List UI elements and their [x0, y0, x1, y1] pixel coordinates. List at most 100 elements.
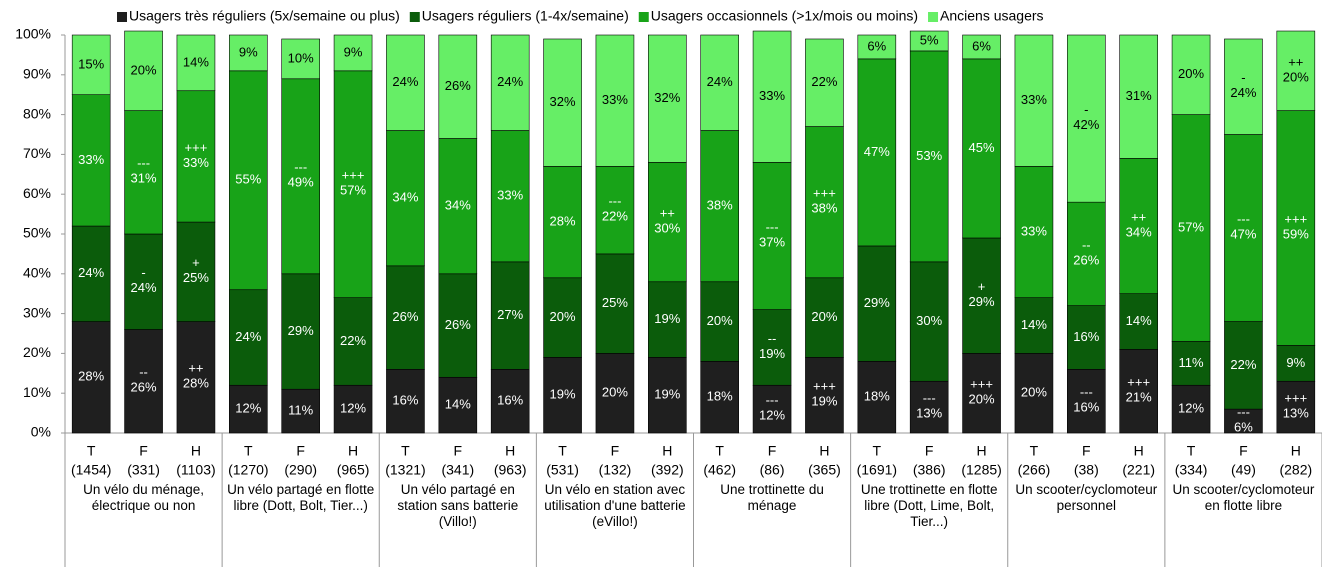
group-label-box: Un vélo en station avec utilisation d'un… — [544, 482, 685, 529]
bar-segment — [1067, 305, 1106, 370]
bar-segment — [648, 357, 687, 434]
significance-label: --- — [608, 194, 621, 209]
x-tick-label: H — [1291, 443, 1301, 459]
bar-segment — [857, 58, 897, 247]
bar-segment — [1171, 114, 1211, 342]
bar-segment — [805, 126, 844, 279]
value-label: 13% — [1283, 406, 1309, 421]
significance-label: - — [1241, 70, 1245, 85]
value-label: 47% — [1230, 226, 1256, 241]
y-tick-label: 70% — [23, 145, 51, 161]
value-label: 6% — [1234, 419, 1253, 434]
bar-segment — [1067, 201, 1106, 306]
value-label: 20% — [550, 309, 576, 324]
count-label: (86) — [760, 462, 785, 478]
bar-segment — [124, 329, 163, 434]
value-label: 37% — [759, 234, 785, 249]
legend-swatch — [638, 12, 649, 22]
value-label: 26% — [392, 309, 418, 324]
value-label: 33% — [1021, 223, 1047, 238]
bar-segment — [386, 265, 425, 370]
bar-segment — [490, 34, 530, 131]
bar-segment — [490, 369, 530, 434]
legend-swatch — [928, 12, 939, 22]
bar-segment — [648, 281, 687, 358]
significance-label: --- — [923, 391, 936, 406]
count-label: (392) — [651, 462, 684, 478]
count-label: (331) — [127, 462, 160, 478]
value-label: 13% — [916, 406, 942, 421]
bar-segment — [1276, 30, 1316, 111]
value-label: 25% — [602, 295, 628, 310]
x-tick-label: H — [819, 443, 829, 459]
bar-segment — [281, 273, 320, 390]
value-label: 53% — [916, 148, 942, 163]
group-label-box: Une trottinette en flotte libre (Dott, L… — [861, 482, 998, 529]
group-label: Un vélo partagé en station sans batterie… — [397, 482, 519, 529]
value-label: 19% — [654, 387, 680, 402]
count-label: (965) — [337, 462, 370, 478]
group-label: Un scooter/cyclomoteur personnel — [1015, 482, 1158, 513]
value-label: 28% — [78, 369, 104, 384]
bar-segment — [1067, 369, 1106, 434]
group-label: Un vélo partagé en flotte libre (Dott, B… — [227, 482, 375, 513]
value-label: 19% — [550, 387, 576, 402]
bar-segment — [1224, 134, 1263, 322]
bar-segment — [124, 233, 163, 330]
y-tick-label: 20% — [23, 344, 51, 360]
bar-segment — [386, 34, 425, 131]
value-label: 24% — [497, 74, 523, 89]
value-label: 29% — [969, 294, 995, 309]
value-label: 18% — [707, 389, 733, 404]
bar-segment — [490, 130, 530, 263]
count-label: (341) — [441, 462, 474, 478]
significance-label: --- — [766, 219, 779, 234]
x-tick-label: F — [1082, 443, 1091, 459]
x-tick-label: H — [977, 443, 987, 459]
count-label: (334) — [1175, 462, 1208, 478]
bar-segment — [176, 34, 216, 92]
y-tick-label: 90% — [23, 66, 51, 82]
value-label: 20% — [1021, 385, 1047, 400]
value-label: 27% — [497, 307, 523, 322]
group-label: Un vélo du ménage, électrique ou non — [83, 482, 204, 513]
bar-segment — [595, 166, 635, 255]
group-label-box: Une trottinette du ménage — [720, 482, 824, 513]
bar-segment — [333, 297, 373, 386]
bar-segment — [805, 38, 844, 127]
legend-swatch — [117, 12, 127, 22]
bar-segment — [333, 70, 373, 298]
x-tick-label: H — [348, 443, 358, 459]
value-label: 49% — [288, 175, 314, 190]
bar-segment — [281, 388, 320, 434]
count-label: (49) — [1231, 462, 1256, 478]
x-tick-label: F — [768, 443, 777, 459]
bar-segment — [71, 34, 111, 96]
significance-label: + — [978, 279, 986, 294]
value-label: 20% — [969, 392, 995, 407]
group-label-box: Un vélo partagé en flotte libre (Dott, B… — [227, 482, 375, 513]
significance-label: + — [192, 255, 200, 270]
count-label: (386) — [913, 462, 946, 478]
y-tick-label: 50% — [23, 225, 51, 241]
legend-label: Anciens usagers — [940, 8, 1044, 24]
count-label: (1691) — [857, 462, 897, 478]
y-tick-label: 0% — [31, 424, 51, 440]
count-label: (132) — [599, 462, 632, 478]
bar-segment — [1014, 166, 1054, 298]
value-label: 14% — [1126, 313, 1152, 328]
value-label: 33% — [759, 88, 785, 103]
value-label: 14% — [183, 54, 209, 69]
value-label: 22% — [602, 209, 628, 224]
x-tick-label: T — [873, 443, 882, 459]
x-tick-label: F — [1239, 443, 1248, 459]
significance-label: +++ — [1127, 375, 1150, 390]
significance-label: - — [1084, 102, 1088, 117]
value-label: 34% — [1126, 224, 1152, 239]
value-label: 34% — [392, 190, 418, 205]
value-label: 12% — [759, 408, 785, 423]
x-tick-label: T — [401, 443, 410, 459]
value-label: 12% — [340, 401, 366, 416]
bar-segment — [1276, 380, 1316, 434]
bar-segment — [543, 277, 582, 358]
